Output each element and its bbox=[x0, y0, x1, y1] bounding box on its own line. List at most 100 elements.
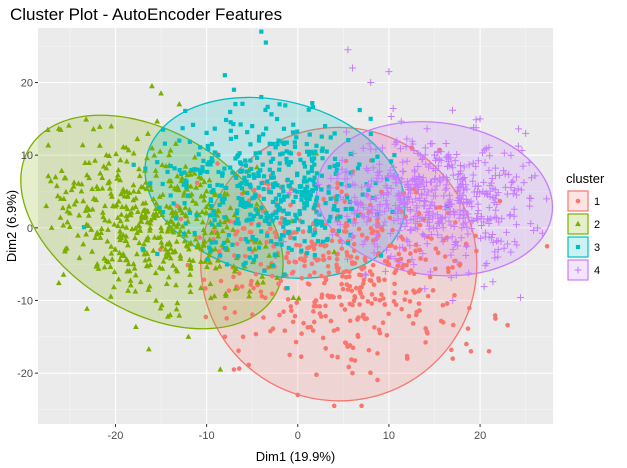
x-axis-title: Dim1 (19.9%) bbox=[256, 449, 335, 464]
data-point bbox=[222, 73, 227, 78]
data-point bbox=[284, 156, 289, 162]
data-point bbox=[480, 178, 488, 186]
data-point bbox=[130, 150, 137, 156]
y-tick-label: 0 bbox=[27, 223, 33, 235]
data-point bbox=[52, 173, 59, 180]
data-point bbox=[182, 163, 189, 169]
data-point bbox=[406, 207, 414, 215]
data-point bbox=[379, 292, 384, 297]
data-point bbox=[47, 177, 54, 184]
data-point bbox=[368, 131, 373, 137]
data-point bbox=[401, 262, 406, 268]
data-point bbox=[269, 239, 274, 244]
data-point bbox=[169, 226, 175, 232]
data-point bbox=[481, 159, 489, 167]
data-point bbox=[126, 189, 133, 196]
data-point bbox=[250, 123, 255, 129]
data-point bbox=[417, 222, 423, 228]
data-point bbox=[134, 250, 140, 257]
data-point bbox=[375, 222, 383, 230]
data-point bbox=[198, 168, 203, 173]
data-point bbox=[186, 206, 193, 213]
data-point bbox=[480, 218, 488, 226]
data-point bbox=[247, 246, 252, 251]
data-point bbox=[369, 230, 375, 236]
data-point bbox=[332, 163, 337, 169]
data-point bbox=[425, 225, 433, 233]
data-point bbox=[194, 180, 200, 186]
data-point bbox=[364, 316, 369, 321]
data-point bbox=[130, 181, 137, 188]
data-point bbox=[269, 112, 274, 117]
data-point bbox=[231, 121, 236, 127]
data-point bbox=[175, 220, 182, 227]
data-point bbox=[369, 292, 375, 297]
data-point bbox=[235, 153, 241, 158]
data-point bbox=[205, 169, 210, 175]
data-point bbox=[456, 199, 464, 207]
data-point bbox=[344, 268, 349, 274]
data-point bbox=[187, 210, 193, 216]
data-point bbox=[136, 165, 142, 172]
data-point bbox=[394, 173, 402, 181]
data-point bbox=[222, 292, 229, 298]
data-point bbox=[75, 232, 81, 238]
data-point bbox=[201, 277, 207, 283]
data-point bbox=[125, 146, 132, 153]
data-point bbox=[425, 205, 433, 213]
data-point bbox=[66, 223, 73, 230]
data-point bbox=[393, 245, 398, 250]
data-point bbox=[163, 280, 170, 287]
data-point bbox=[78, 188, 85, 194]
data-point bbox=[436, 220, 444, 228]
data-point bbox=[305, 250, 310, 256]
legend-items: 1 2 3 4 bbox=[567, 190, 600, 281]
data-point bbox=[207, 245, 212, 250]
data-point bbox=[295, 189, 300, 194]
data-point bbox=[152, 269, 159, 276]
data-point bbox=[89, 248, 95, 254]
data-point bbox=[398, 256, 404, 262]
data-point bbox=[160, 210, 166, 215]
data-point bbox=[251, 172, 256, 177]
data-point bbox=[487, 215, 495, 223]
data-point bbox=[186, 256, 193, 263]
data-point bbox=[45, 142, 52, 148]
data-point bbox=[425, 215, 433, 223]
data-point bbox=[508, 178, 516, 186]
data-point bbox=[339, 189, 344, 195]
data-point bbox=[406, 242, 414, 250]
data-point bbox=[274, 210, 279, 215]
data-point bbox=[406, 186, 414, 194]
data-point bbox=[459, 220, 467, 228]
data-point bbox=[357, 285, 363, 290]
data-point bbox=[112, 246, 119, 252]
data-point bbox=[193, 184, 200, 190]
data-point bbox=[174, 203, 180, 209]
data-point bbox=[248, 212, 253, 217]
data-point bbox=[339, 302, 344, 308]
data-point bbox=[372, 325, 377, 330]
data-point bbox=[433, 246, 439, 251]
data-point bbox=[436, 178, 444, 186]
data-point bbox=[533, 224, 541, 232]
data-point bbox=[299, 184, 304, 189]
data-point bbox=[294, 135, 299, 140]
data-point bbox=[270, 170, 275, 176]
data-point bbox=[403, 219, 411, 227]
data-point bbox=[345, 241, 351, 246]
data-point bbox=[495, 218, 503, 226]
data-point bbox=[221, 219, 228, 225]
data-point bbox=[487, 234, 495, 242]
data-point bbox=[452, 271, 460, 279]
legend-marker bbox=[574, 266, 582, 274]
data-point bbox=[254, 155, 260, 160]
data-point bbox=[165, 274, 172, 280]
data-point bbox=[431, 186, 439, 194]
data-point bbox=[472, 124, 480, 132]
data-point bbox=[514, 142, 522, 150]
data-point bbox=[302, 206, 307, 211]
data-point bbox=[418, 156, 426, 164]
data-point bbox=[312, 156, 317, 161]
data-point bbox=[250, 217, 255, 222]
